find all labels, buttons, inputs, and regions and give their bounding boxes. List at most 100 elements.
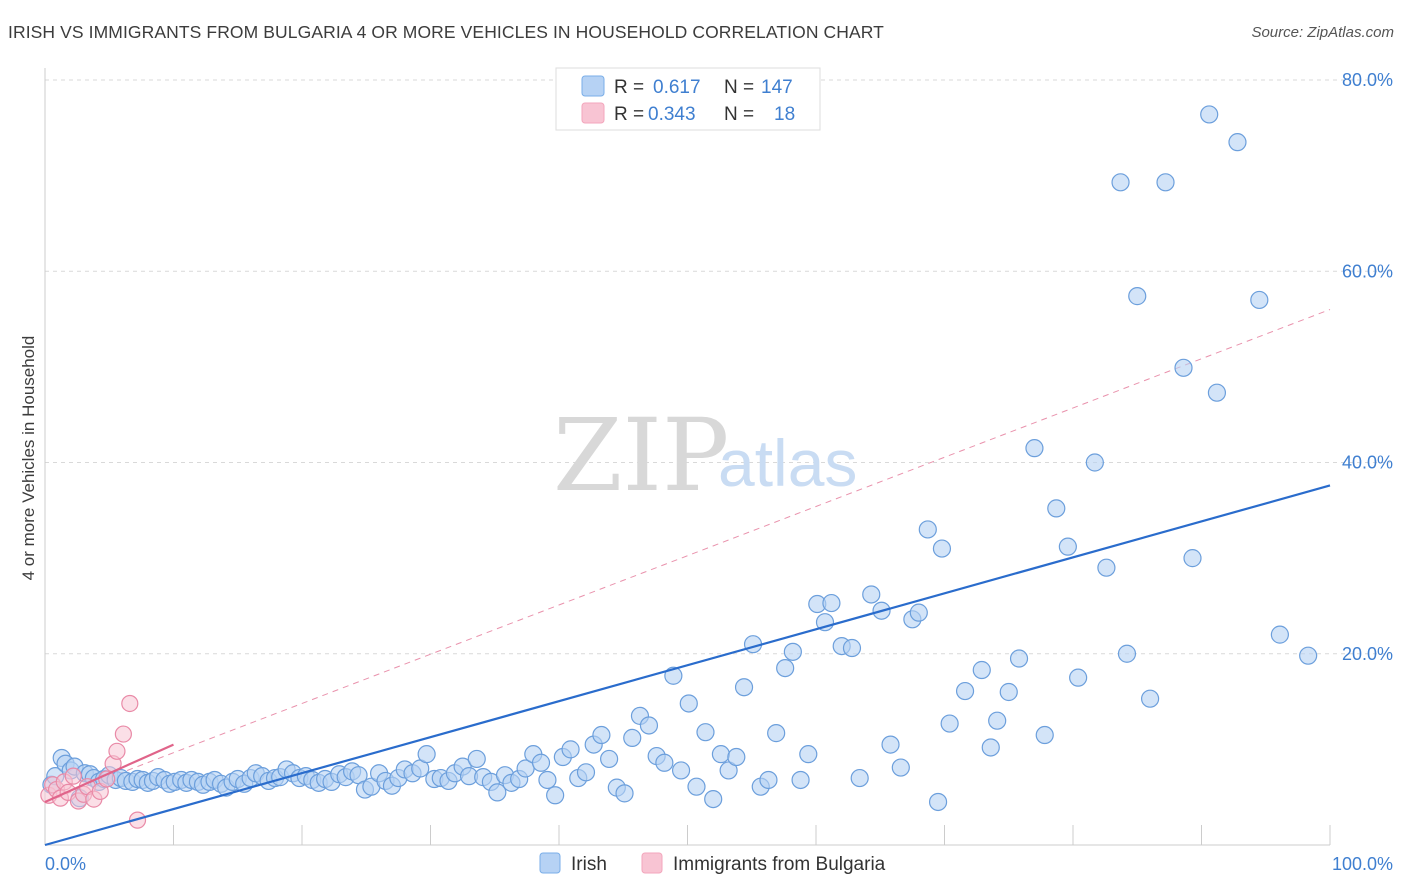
irish-point xyxy=(704,789,723,809)
watermark-atlas: atlas xyxy=(718,426,857,500)
bulgaria-point xyxy=(108,742,126,760)
irish-point xyxy=(1025,439,1044,458)
axes xyxy=(44,68,1331,846)
irish-point xyxy=(1035,725,1054,745)
top-legend: R = 0.617 N = 147 R = 0.343 N = 18 xyxy=(555,67,821,131)
irish-point xyxy=(1299,646,1318,665)
legend-r-value-irish: 0.617 xyxy=(653,77,701,98)
irish-point xyxy=(972,660,991,680)
legend-swatch-irish xyxy=(581,75,605,97)
irish-point xyxy=(1250,290,1269,310)
watermark-zip: ZIP xyxy=(553,397,729,514)
bottom-legend-bulgaria: Immigrants from Bulgaria xyxy=(673,854,886,875)
irish-point xyxy=(940,714,959,733)
irish-point xyxy=(891,758,910,777)
irish-point xyxy=(842,638,862,658)
legend-swatch-bulgaria xyxy=(581,102,605,124)
bulgaria-trend-dashed-line xyxy=(44,309,1331,803)
irish-point xyxy=(655,753,674,772)
irish-point xyxy=(531,753,551,772)
legend-n-label-bulgaria: N = xyxy=(724,104,754,125)
irish-point xyxy=(696,723,715,742)
irish-point xyxy=(538,770,557,790)
source-label: Source: ZipAtlas.com xyxy=(1251,24,1394,41)
irish-point xyxy=(488,783,507,802)
legend-n-value-bulgaria: 18 xyxy=(774,104,795,125)
irish-point xyxy=(561,740,580,759)
y-axis-label: 4 or more Vehicles in Household xyxy=(19,336,38,581)
irish-point xyxy=(918,520,937,539)
irish-point xyxy=(1058,537,1077,556)
irish-point xyxy=(988,711,1007,730)
irish-point xyxy=(615,784,634,803)
y-tick-label-60: 60.0% xyxy=(1342,261,1393,281)
bulgaria-points xyxy=(40,694,147,829)
irish-point xyxy=(759,770,778,790)
y-tick-label-20: 20.0% xyxy=(1342,644,1393,664)
irish-point xyxy=(850,768,869,788)
irish-point xyxy=(776,658,795,678)
irish-point xyxy=(767,724,786,743)
x-tick-label-max: 100.0% xyxy=(1332,854,1393,874)
bulgaria-point xyxy=(64,767,82,785)
irish-point xyxy=(981,738,1000,757)
irish-point xyxy=(417,745,436,764)
bottom-legend-swatch-bulgaria xyxy=(641,852,663,874)
irish-point xyxy=(1009,649,1029,668)
legend-r-label-bulgaria: R = xyxy=(614,104,644,125)
irish-trend-line xyxy=(44,484,1331,847)
trend-lines xyxy=(44,484,1331,847)
irish-point xyxy=(822,593,841,613)
irish-point xyxy=(679,694,698,713)
bottom-legend-irish: Irish xyxy=(571,854,607,875)
irish-point xyxy=(1270,625,1289,644)
irish-point xyxy=(999,682,1018,702)
irish-point xyxy=(467,749,486,769)
x-tick-labels: 0.0% 100.0% xyxy=(45,854,1393,874)
y-tick-label-40: 40.0% xyxy=(1342,453,1393,473)
x-tick-label-min: 0.0% xyxy=(45,854,86,874)
irish-point xyxy=(546,786,565,805)
legend-r-label-irish: R = xyxy=(614,77,644,98)
irish-point xyxy=(727,747,746,767)
legend-n-label-irish: N = xyxy=(724,77,754,98)
legend-r-value-bulgaria: 0.343 xyxy=(648,104,696,125)
irish-point xyxy=(1228,133,1247,152)
irish-point xyxy=(799,745,818,764)
irish-point xyxy=(719,761,738,780)
irish-point xyxy=(623,728,642,748)
bulgaria-trend-line xyxy=(44,743,174,803)
chart-title: IRISH VS IMMIGRANTS FROM BULGARIA 4 OR M… xyxy=(8,22,884,42)
irish-point xyxy=(734,678,754,697)
y-tick-label-80: 80.0% xyxy=(1342,70,1393,90)
irish-point xyxy=(576,763,596,782)
irish-point xyxy=(1140,689,1160,708)
irish-point xyxy=(1111,173,1130,192)
irish-point xyxy=(862,585,881,604)
watermark: ZIP atlas xyxy=(553,397,857,514)
legend-n-value-irish: 147 xyxy=(761,77,793,98)
irish-point xyxy=(1128,287,1147,306)
irish-point xyxy=(955,681,975,701)
irish-point xyxy=(1097,558,1116,577)
irish-point xyxy=(592,725,611,745)
irish-point xyxy=(783,642,802,661)
bottom-legend: Irish Immigrants from Bulgaria xyxy=(539,852,886,875)
bulgaria-point xyxy=(114,725,132,743)
irish-point xyxy=(1047,499,1066,518)
irish-point xyxy=(671,761,691,780)
irish-point xyxy=(881,735,900,754)
irish-point xyxy=(711,745,731,764)
bulgaria-trend-extended xyxy=(44,309,1331,803)
bottom-legend-swatch-irish xyxy=(539,852,561,874)
irish-point xyxy=(600,749,619,769)
irish-point xyxy=(1200,105,1219,124)
irish-point xyxy=(1085,453,1104,472)
y-tick-labels: 20.0% 40.0% 60.0% 80.0% xyxy=(1342,70,1393,664)
irish-point xyxy=(1156,173,1175,192)
irish-point xyxy=(909,603,928,622)
irish-point xyxy=(1183,549,1202,568)
irish-point xyxy=(791,770,810,790)
bulgaria-point xyxy=(121,694,139,713)
